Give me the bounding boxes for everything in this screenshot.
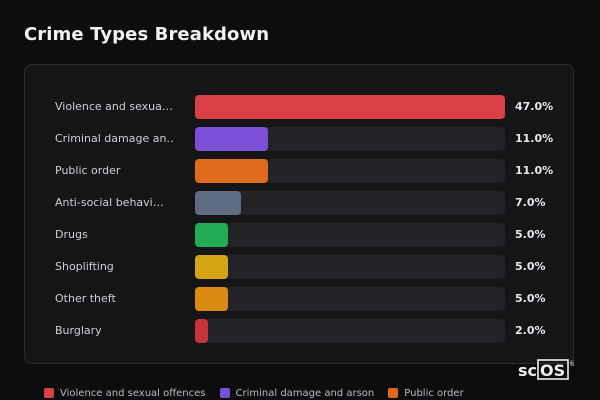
bar-value-label: 7.0% bbox=[515, 196, 546, 209]
legend-label: Criminal damage and arson bbox=[235, 387, 375, 399]
bar-category-label: Violence and sexua… bbox=[55, 100, 173, 113]
bar bbox=[195, 191, 242, 215]
bar-category-label: Shoplifting bbox=[55, 260, 114, 273]
bar-category-label: Criminal damage an… bbox=[55, 132, 175, 145]
bar-track bbox=[195, 159, 505, 183]
chart-panel: Violence and sexua… 47.0% Criminal damage … bbox=[24, 64, 574, 364]
bar-category-label: Public order bbox=[55, 164, 121, 177]
bar bbox=[195, 319, 209, 343]
bar bbox=[195, 255, 228, 279]
bar-row: Violence and sexua… 47.0% bbox=[25, 95, 573, 119]
bar bbox=[195, 95, 505, 119]
bar bbox=[195, 127, 268, 151]
bar-row: Drugs 5.0% bbox=[25, 223, 573, 247]
bar-category-label: Drugs bbox=[55, 228, 88, 241]
bar bbox=[195, 223, 228, 247]
logo-text-os: OS bbox=[540, 361, 565, 380]
chart-title: Crime Types Breakdown bbox=[24, 24, 270, 45]
bar-track bbox=[195, 191, 505, 215]
bar-value-label: 5.0% bbox=[515, 260, 546, 273]
legend-item: Criminal damage and arson bbox=[219, 387, 375, 399]
bar-track bbox=[195, 223, 505, 247]
bar-value-label: 5.0% bbox=[515, 228, 546, 241]
bar-track bbox=[195, 255, 505, 279]
legend-item: Violence and sexual offences bbox=[44, 388, 206, 399]
bar-row: Anti-social behavi… 7.0% bbox=[25, 191, 573, 215]
legend-label: Violence and sexual offences bbox=[60, 387, 206, 399]
legend-swatch bbox=[388, 388, 399, 398]
legend-swatch bbox=[44, 388, 54, 398]
bar-track bbox=[195, 95, 505, 119]
bar-value-label: 5.0% bbox=[515, 292, 546, 305]
scos-logo: sc OS ® bbox=[518, 359, 574, 380]
logo-text-sc: sc bbox=[518, 361, 537, 380]
bar-track bbox=[195, 287, 505, 311]
legend-label: Public order bbox=[404, 387, 464, 399]
bar bbox=[195, 159, 268, 183]
bar-row: Public order 11.0% bbox=[25, 159, 573, 183]
logo-box bbox=[537, 359, 569, 380]
bar-track bbox=[195, 127, 505, 151]
bar-row: Shoplifting 5.0% bbox=[25, 255, 573, 279]
bar-value-label: 47.0% bbox=[515, 100, 554, 113]
bar-category-label: Anti-social behavi… bbox=[55, 196, 164, 209]
chart-legend: Violence and sexual offences Criminal dam… bbox=[44, 386, 464, 400]
bar-row: Other theft 5.0% bbox=[25, 287, 573, 311]
bar-value-label: 2.0% bbox=[515, 324, 546, 337]
logo-registered-mark: ® bbox=[569, 360, 574, 368]
bar-track bbox=[195, 319, 505, 343]
bar-value-label: 11.0% bbox=[515, 132, 554, 145]
legend-swatch bbox=[219, 388, 230, 398]
bar-category-label: Burglary bbox=[55, 324, 102, 337]
bar-row: Burglary 2.0% bbox=[25, 319, 573, 343]
bar-value-label: 11.0% bbox=[515, 164, 554, 177]
bar-row: Criminal damage an… 11.0% bbox=[25, 127, 573, 151]
legend-item: Public order bbox=[388, 387, 464, 399]
bar-category-label: Other theft bbox=[55, 292, 116, 305]
bar bbox=[195, 287, 228, 311]
